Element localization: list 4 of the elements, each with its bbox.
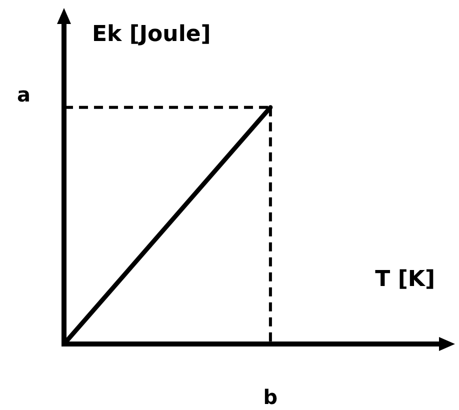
text: b [263, 385, 278, 409]
x-axis-title: T [K] [375, 267, 435, 292]
y-axis-title: Ek [Joule] [92, 22, 211, 47]
ref-line-label: a [17, 82, 30, 106]
